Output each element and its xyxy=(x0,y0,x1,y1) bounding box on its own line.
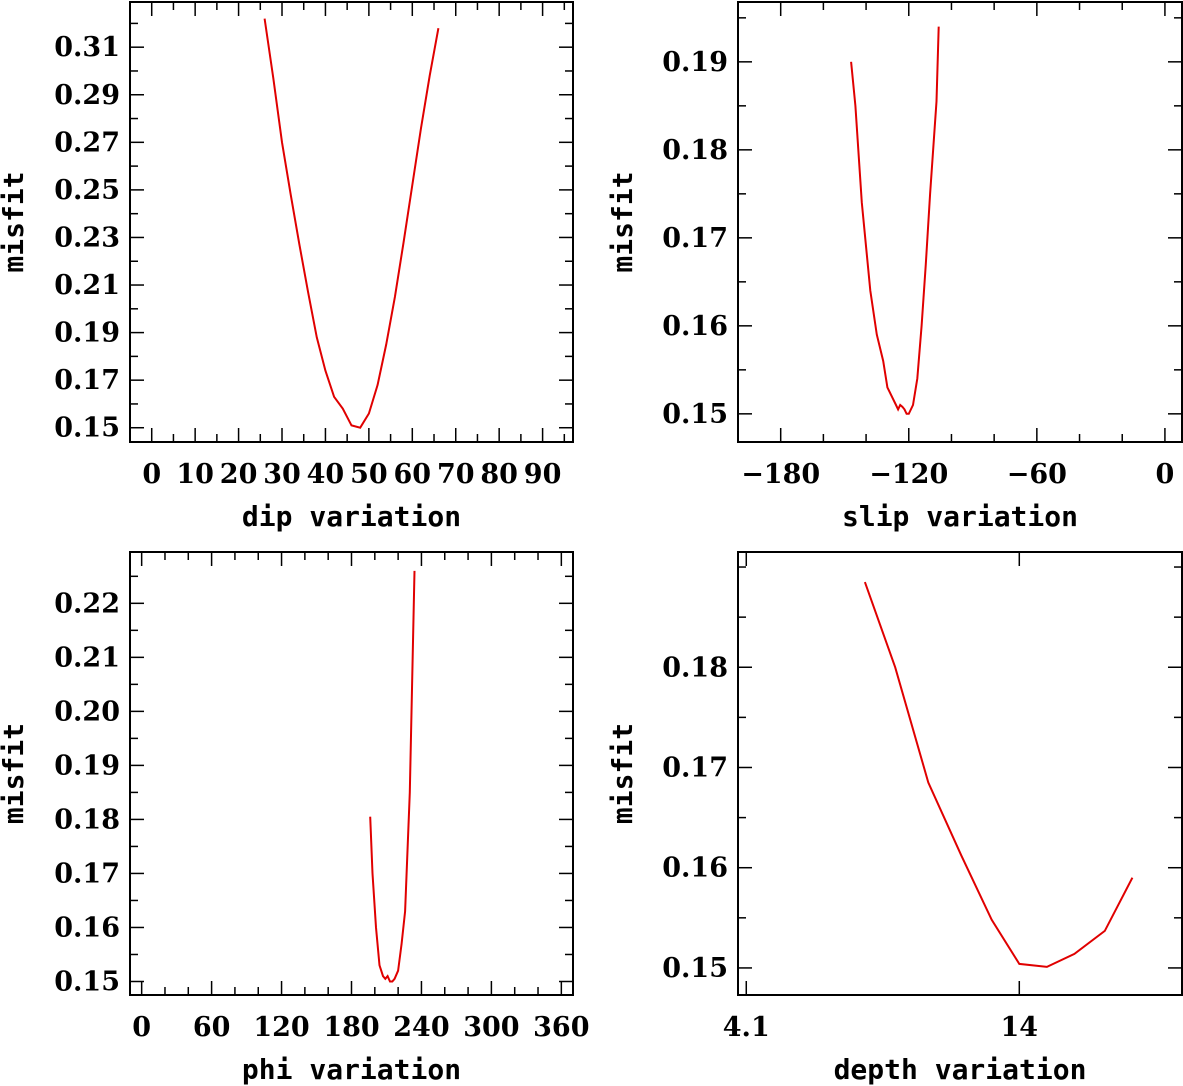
x-tick-label: 360 xyxy=(533,1012,589,1043)
x-tick-label: 70 xyxy=(437,459,475,490)
x-tick-label: 30 xyxy=(263,459,301,490)
y-tick-label: 0.31 xyxy=(54,32,120,63)
x-tick-label: 40 xyxy=(307,459,345,490)
x-tick-label: 60 xyxy=(193,1012,231,1043)
y-tick-label: 0.27 xyxy=(54,127,120,158)
y-tick-label: 0.17 xyxy=(54,858,120,889)
x-axis-label: slip variation xyxy=(842,500,1078,533)
plot-frame xyxy=(129,551,574,996)
x-tick-label: 0 xyxy=(132,1012,151,1043)
x-tick-label: 10 xyxy=(176,459,214,490)
y-tick-label: 0.19 xyxy=(54,318,120,349)
x-tick-label: 90 xyxy=(524,459,562,490)
y-tick-label: 0.15 xyxy=(54,413,120,444)
y-tick-label: 0.16 xyxy=(662,311,728,342)
y-tick-label: 0.20 xyxy=(54,696,120,727)
y-tick-label: 0.21 xyxy=(54,270,120,301)
x-tick-label: 14 xyxy=(1001,1012,1039,1043)
x-axis-label: depth variation xyxy=(834,1053,1087,1086)
chart-panel-1: 0.15 0.17 0.19 0.21 0.23 0.25 0.27 0.29 0.31 0 10 2… xyxy=(0,1,574,533)
chart-panel-4: 0.15 0.16 0.17 0.18 4.1 14 depth variation misf… xyxy=(606,551,1183,1086)
y-tick-label: 0.15 xyxy=(662,399,728,430)
x-tick-label: 60 xyxy=(394,459,432,490)
y-axis-label: misfit xyxy=(606,723,639,824)
x-tick-label: 50 xyxy=(350,459,388,490)
x-tick-label: 80 xyxy=(480,459,518,490)
plot-frame xyxy=(737,551,1183,996)
y-tick-label: 0.22 xyxy=(54,588,120,619)
x-tick-label: −180 xyxy=(741,459,820,490)
x-tick-label: 0 xyxy=(1156,459,1175,490)
misfit-curve xyxy=(850,26,940,415)
x-tick-label: 120 xyxy=(253,1012,309,1043)
x-tick-label: 4.1 xyxy=(723,1012,770,1043)
x-tick-label: 180 xyxy=(323,1012,379,1043)
y-tick-label: 0.29 xyxy=(54,80,120,111)
y-tick-label: 0.19 xyxy=(662,47,728,78)
y-tick-label: 0.17 xyxy=(662,752,728,783)
x-axis-label: phi variation xyxy=(242,1053,461,1086)
misfit-curve xyxy=(369,570,416,983)
y-tick-label: 0.25 xyxy=(54,175,120,206)
misfit-curve xyxy=(863,581,1134,968)
x-axis-label: dip variation xyxy=(242,500,461,533)
y-tick-label: 0.19 xyxy=(54,750,120,781)
y-axis-label: misfit xyxy=(606,171,639,272)
x-tick-label: −60 xyxy=(1007,459,1067,490)
y-tick-label: 0.18 xyxy=(662,135,728,166)
y-tick-label: 0.15 xyxy=(54,966,120,997)
x-tick-label: 300 xyxy=(463,1012,519,1043)
y-axis-label: misfit xyxy=(0,171,30,272)
x-tick-label: −120 xyxy=(869,459,948,490)
y-tick-label: 0.17 xyxy=(54,365,120,396)
x-tick-label: 0 xyxy=(142,459,161,490)
y-tick-label: 0.16 xyxy=(662,853,728,884)
chart-panel-3: 0.15 0.16 0.17 0.18 0.19 0.20 0.21 0.22 0 60 120 18… xyxy=(0,551,590,1086)
x-tick-label: 240 xyxy=(393,1012,449,1043)
y-tick-label: 0.17 xyxy=(662,223,728,254)
y-tick-label: 0.18 xyxy=(662,652,728,683)
plot-frame xyxy=(737,1,1183,443)
y-tick-label: 0.16 xyxy=(54,912,120,943)
y-tick-label: 0.21 xyxy=(54,642,120,673)
chart-panel-2: 0.15 0.16 0.17 0.18 0.19 −180 −120 −60 0 slip var… xyxy=(606,1,1183,533)
y-tick-label: 0.15 xyxy=(662,953,728,984)
y-axis-label: misfit xyxy=(0,723,30,824)
plot-frame xyxy=(129,1,574,443)
x-tick-label: 20 xyxy=(220,459,258,490)
misfit-curve xyxy=(263,18,440,429)
y-tick-label: 0.23 xyxy=(54,222,120,253)
y-tick-label: 0.18 xyxy=(54,804,120,835)
